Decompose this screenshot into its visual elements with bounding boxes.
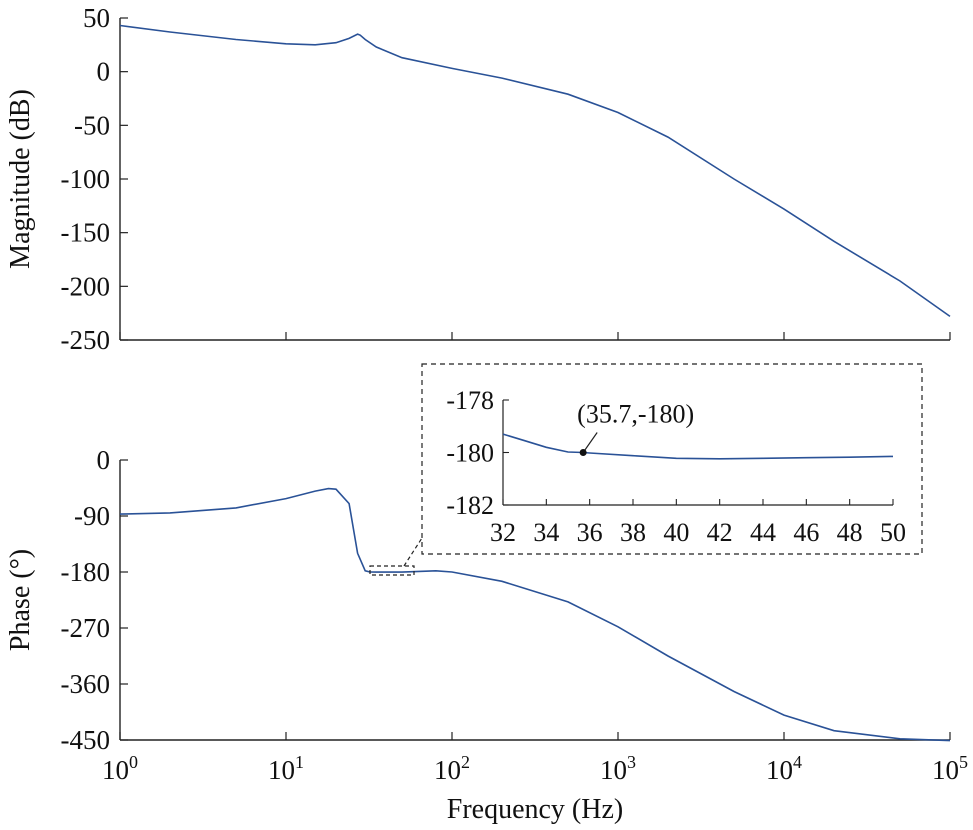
phase-x-tick-label: 101 (268, 752, 304, 785)
phase-y-label: Phase (°) (5, 549, 36, 651)
phase-y-tick-label: -360 (61, 669, 111, 699)
inset-x-tick-label: 44 (750, 518, 776, 547)
magnitude-y-tick-label: -200 (61, 271, 111, 301)
magnitude-y-tick-label: -150 (61, 218, 111, 248)
annotation-label: (35.7,-180) (577, 400, 694, 429)
inset-x-tick-label: 42 (707, 518, 733, 547)
phase-series-line (119, 487, 951, 742)
phase-y-tick-label: -90 (74, 501, 110, 531)
phase-x-tick-label: 102 (434, 752, 470, 785)
phase-y-tick-label: -270 (61, 613, 111, 643)
magnitude-y-ticks: 50 0 -50 -100 -150 -200 -250 (61, 3, 128, 355)
magnitude-y-tick-label: -50 (74, 110, 110, 140)
inset-x-ticks: 32 34 36 38 40 42 44 46 48 50 (490, 499, 906, 547)
magnitude-x-ticks (119, 332, 951, 340)
inset-panel: -178 -180 -182 32 34 36 38 40 42 44 46 48 50 (35.7,… (421, 363, 923, 555)
magnitude-y-tick-label: -100 (61, 164, 111, 194)
annotation-leader (582, 432, 598, 453)
phase-y-tick-label: -180 (61, 557, 111, 587)
phase-x-tick-label: 100 (102, 752, 138, 785)
phase-y-tick-label: -450 (61, 725, 111, 755)
inset-y-tick-label: -182 (446, 491, 494, 520)
zoom-region-box (369, 565, 415, 576)
phase-x-label: Frequency (Hz) (447, 794, 623, 825)
inset-x-tick-label: 46 (793, 518, 819, 547)
magnitude-y-tick-label: 0 (97, 57, 111, 87)
inset-series-line (502, 433, 894, 460)
phase-panel: 0-90-180-270-360-450 100 101 102 103 104 105 … (5, 445, 968, 825)
inset-x-tick-label: 32 (490, 518, 516, 547)
inset-x-tick-label: 34 (533, 518, 559, 547)
phase-x-tick-label: 105 (932, 752, 968, 785)
annotation-point (579, 449, 587, 456)
zoom-connector (403, 537, 423, 567)
inset-x-tick-label: 50 (880, 518, 906, 547)
magnitude-panel: 50 0 -50 -100 -150 -200 -250 Magnitude (dB) (5, 3, 951, 355)
inset-y-ticks: -178 -180 -182 (446, 386, 509, 520)
inset-x-tick-label: 40 (663, 518, 689, 547)
magnitude-y-tick-label: -250 (61, 325, 111, 355)
inset-y-tick-label: -178 (446, 386, 494, 415)
inset-y-tick-label: -180 (446, 439, 494, 468)
inset-x-tick-label: 48 (837, 518, 863, 547)
inset-x-tick-label: 36 (577, 518, 603, 547)
phase-x-ticks: 100 101 102 103 104 105 (102, 732, 968, 785)
phase-x-tick-label: 103 (600, 752, 636, 785)
phase-y-tick-label: 0 (97, 445, 111, 475)
magnitude-y-tick-label: 50 (83, 3, 110, 33)
inset-x-tick-label: 38 (620, 518, 646, 547)
inset-frame (421, 363, 923, 555)
magnitude-series-line (119, 24, 951, 318)
phase-x-tick-label: 104 (766, 752, 802, 785)
phase-y-ticks: 0 -90 -180 -270 -360 -450 (61, 445, 128, 755)
magnitude-y-label: Magnitude (dB) (5, 89, 36, 269)
